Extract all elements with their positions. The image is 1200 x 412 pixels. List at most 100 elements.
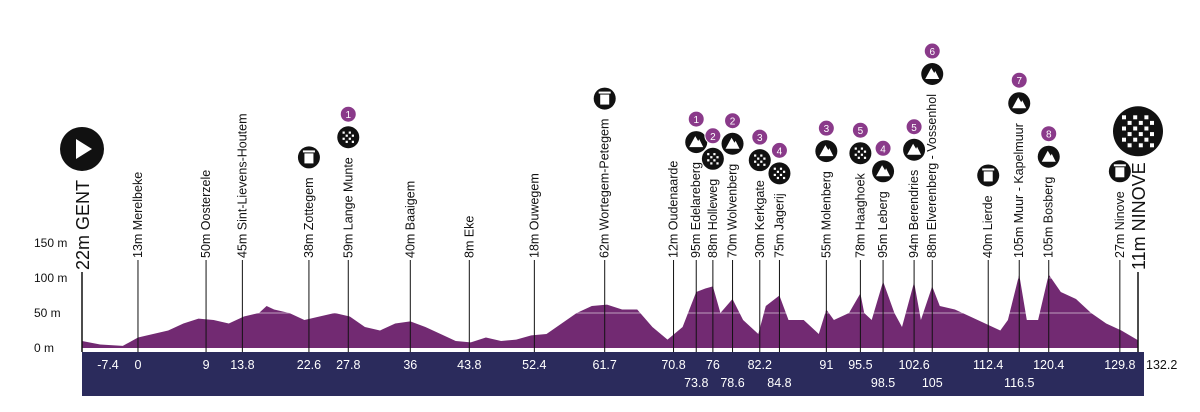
waypoint-label: 75m Jagerij (772, 193, 786, 258)
badge (874, 139, 892, 157)
km-label: 116.5 (1004, 376, 1034, 390)
badge (687, 110, 705, 128)
play-symbol (76, 138, 92, 159)
cobble-square (345, 134, 348, 137)
waypoint-label: 8m Eke (462, 216, 476, 258)
waypoint-label: 50m Oosterzele (199, 170, 213, 258)
km-band (82, 352, 1144, 396)
cobble-square (342, 131, 345, 134)
waypoint-label: 55m Molenberg (819, 171, 833, 258)
km-label: 22.6 (297, 358, 321, 372)
badge (1010, 71, 1028, 89)
waypoint-label: 78m Haaghoek (853, 172, 867, 258)
cobble-square (754, 154, 757, 157)
bin-body (304, 153, 314, 164)
mountain-symbol (725, 137, 740, 149)
waypoint-icon (768, 162, 791, 185)
bin-lid (982, 168, 995, 171)
cobble-square (763, 163, 766, 166)
cobble-square (710, 162, 713, 165)
mountain-symbol (1012, 97, 1027, 109)
waypoint-icon (1113, 106, 1163, 157)
badge (817, 119, 835, 137)
cobble-square (707, 153, 710, 156)
waypoint-label: 22m GENT (73, 180, 93, 270)
waypoint-label: 12m Oudenaarde (667, 161, 681, 258)
y-tick-label: 100 m (34, 271, 67, 285)
badge-number: 2 (730, 117, 736, 128)
km-label: 91 (819, 358, 833, 372)
waypoint-icon (748, 149, 771, 172)
badge (339, 105, 357, 123)
cobble-square (860, 153, 864, 156)
waypoint-label: 38m Zottegem (302, 177, 316, 258)
badge-number: 7 (1016, 76, 1022, 87)
cobble-square (779, 173, 783, 177)
waypoint-label: 11m NINOVE (1129, 162, 1149, 270)
cobble-square (710, 156, 713, 159)
km-label: 13.8 (230, 358, 254, 372)
waypoint-label: 45m Sint-Lievens-Houtem (235, 113, 249, 258)
cobble-square (1144, 137, 1149, 142)
km-label: 98.5 (871, 376, 895, 390)
km-label: 9 (203, 358, 210, 372)
waypoint-label: 70m Wolvenberg (726, 164, 740, 258)
cobble-square (863, 150, 867, 153)
waypoint-label: 105m Muur - Kapelmuur (1012, 123, 1026, 258)
badge (1040, 125, 1058, 143)
waypoint-icon (921, 63, 944, 86)
cobble-square (1133, 137, 1138, 142)
cobble-square (857, 156, 860, 159)
cobble-square (757, 163, 760, 166)
waypoint-icon (721, 132, 744, 155)
waypoint-label: 94m Berendries (907, 170, 921, 258)
km-label: 27.8 (336, 358, 360, 372)
cobble-square (863, 156, 867, 159)
cobble-square (757, 157, 760, 160)
waypoint-icon (701, 147, 724, 170)
cobble-square (854, 147, 857, 150)
mountain-symbol (925, 68, 940, 80)
mountain-symbol (876, 165, 891, 177)
cobble-square (860, 147, 864, 150)
cobble-square (1127, 120, 1132, 125)
badge (751, 128, 769, 146)
waypoint-icon (872, 160, 895, 183)
cobble-square (1133, 115, 1138, 120)
waypoint-icon (593, 87, 616, 110)
badge-number: 1 (345, 110, 351, 121)
waypoint-label: 95m Edelareberg (689, 162, 703, 258)
cobble-square (713, 153, 716, 156)
cobble-square (1122, 126, 1126, 131)
badge-number: 5 (911, 123, 917, 134)
badge (770, 141, 788, 159)
km-label: 95.5 (848, 358, 872, 372)
waypoint-icon (903, 138, 926, 161)
badge-number: 4 (880, 144, 886, 155)
mountain-symbol (907, 143, 922, 155)
waypoint-label: 88m Elverenberg - Vossenhol (925, 94, 939, 258)
waypoint-icon (815, 140, 838, 163)
cobble-square (1127, 132, 1132, 137)
km-label: 76 (706, 358, 720, 372)
y-tick-label: 150 m (34, 236, 67, 250)
cobble-square (1150, 120, 1154, 125)
y-tick-label: 0 m (34, 341, 54, 355)
km-label: 82.2 (748, 358, 772, 372)
cobble-square (342, 137, 345, 140)
km-label: 120.4 (1033, 358, 1064, 372)
km-label: 36 (403, 358, 417, 372)
km-label: 129.8 (1104, 358, 1135, 372)
waypoint-icon (1008, 92, 1031, 115)
cobble-square (1138, 120, 1143, 125)
km-label: 52.4 (522, 358, 546, 372)
km-label: 105 (922, 376, 943, 390)
km-label: 84.8 (767, 376, 791, 390)
cobble-square (1127, 143, 1132, 148)
cobble-square (782, 176, 786, 180)
waypoint-label: 13m Merelbeke (131, 172, 145, 258)
waypoint-icon (60, 126, 104, 171)
icon-circle (701, 147, 724, 170)
bin-body (983, 171, 993, 182)
cobble-square (857, 150, 860, 153)
